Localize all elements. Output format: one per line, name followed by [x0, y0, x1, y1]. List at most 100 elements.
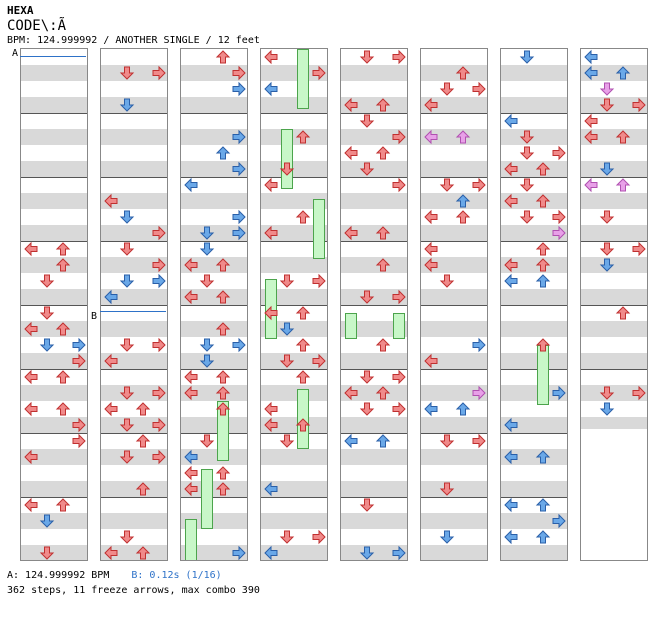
right-arrow-icon [152, 449, 166, 465]
beat-band [181, 545, 247, 560]
beat-band [501, 449, 567, 465]
beat-band [501, 65, 567, 81]
beat-band [341, 289, 407, 305]
beat-band [261, 545, 327, 560]
left-arrow-icon [584, 113, 598, 129]
down-arrow-icon [39, 338, 55, 352]
left-arrow-icon [104, 401, 118, 417]
measure-column-6 [420, 48, 488, 561]
beat-band [501, 257, 567, 273]
beat-band [421, 129, 487, 145]
down-arrow-icon [599, 210, 615, 224]
up-arrow-icon [535, 258, 551, 272]
measure-line [421, 369, 487, 370]
down-arrow-icon [599, 258, 615, 272]
up-arrow-icon [215, 258, 231, 272]
left-arrow-icon [184, 257, 198, 273]
beat-band [421, 385, 487, 401]
freeze-arrow [345, 313, 357, 339]
left-arrow-icon [424, 353, 438, 369]
beat-band [101, 321, 167, 337]
beat-band [181, 513, 247, 529]
beat-band [21, 65, 87, 81]
down-arrow-icon [439, 178, 455, 192]
up-arrow-icon [455, 402, 471, 416]
beat-band [581, 257, 647, 273]
up-arrow-icon [295, 338, 311, 352]
left-arrow-icon [344, 145, 358, 161]
left-arrow-icon [104, 289, 118, 305]
up-arrow-icon [135, 402, 151, 416]
up-arrow-icon [135, 546, 151, 560]
measure-line [501, 369, 567, 370]
beat-band [21, 513, 87, 529]
down-arrow-icon [359, 114, 375, 128]
up-arrow-icon [615, 66, 631, 80]
beat-band [501, 481, 567, 497]
measure-line [421, 497, 487, 498]
beat-band [21, 321, 87, 337]
chart-info: BPM: 124.999992 / ANOTHER SINGLE / 12 fe… [7, 35, 260, 46]
up-arrow-icon [215, 146, 231, 160]
measure-line [261, 433, 327, 434]
down-arrow-icon [279, 274, 295, 288]
freeze-arrow [297, 49, 309, 109]
up-arrow-icon [215, 386, 231, 400]
right-arrow-icon [472, 337, 486, 353]
left-arrow-icon [504, 273, 518, 289]
down-arrow-icon [519, 178, 535, 192]
up-arrow-icon [215, 290, 231, 304]
measure-line [101, 497, 167, 498]
freeze-arrow [201, 469, 213, 529]
left-arrow-icon [504, 161, 518, 177]
measure-line [501, 305, 567, 306]
freeze-arrow [217, 401, 229, 461]
measure-line [261, 113, 327, 114]
beat-band [421, 513, 487, 529]
left-arrow-icon [24, 241, 38, 257]
measure-line [341, 241, 407, 242]
beat-band [421, 257, 487, 273]
left-arrow-icon [584, 177, 598, 193]
beat-band [101, 449, 167, 465]
right-arrow-icon [232, 65, 246, 81]
beat-band [501, 161, 567, 177]
up-arrow-icon [535, 338, 551, 352]
measure-column-2 [100, 48, 168, 561]
chart-end [581, 429, 647, 560]
beat-band [101, 289, 167, 305]
left-arrow-icon [504, 417, 518, 433]
stop-marker-b: B [91, 311, 98, 322]
beat-band [501, 129, 567, 145]
right-arrow-icon [632, 385, 646, 401]
beat-band [581, 385, 647, 401]
down-arrow-icon [599, 162, 615, 176]
right-arrow-icon [392, 289, 406, 305]
up-arrow-icon [535, 450, 551, 464]
measure-line [501, 113, 567, 114]
up-arrow-icon [535, 194, 551, 208]
up-arrow-icon [55, 498, 71, 512]
up-arrow-icon [535, 242, 551, 256]
left-arrow-icon [584, 49, 598, 65]
up-arrow-icon [535, 162, 551, 176]
left-arrow-icon [184, 289, 198, 305]
freeze-arrow [281, 129, 293, 189]
up-arrow-icon [375, 386, 391, 400]
beat-band [581, 65, 647, 81]
beat-band [181, 481, 247, 497]
left-arrow-icon [184, 369, 198, 385]
up-arrow-icon [215, 402, 231, 416]
left-arrow-icon [504, 193, 518, 209]
beat-band [261, 129, 327, 145]
left-arrow-icon [264, 177, 278, 193]
beat-band [261, 321, 327, 337]
song-title: HEXA [7, 4, 34, 17]
beat-band [421, 449, 487, 465]
left-arrow-icon [184, 385, 198, 401]
bpm-marker-line [20, 56, 86, 57]
right-arrow-icon [152, 257, 166, 273]
beat-band [101, 481, 167, 497]
measure-column-5 [340, 48, 408, 561]
left-arrow-icon [184, 481, 198, 497]
